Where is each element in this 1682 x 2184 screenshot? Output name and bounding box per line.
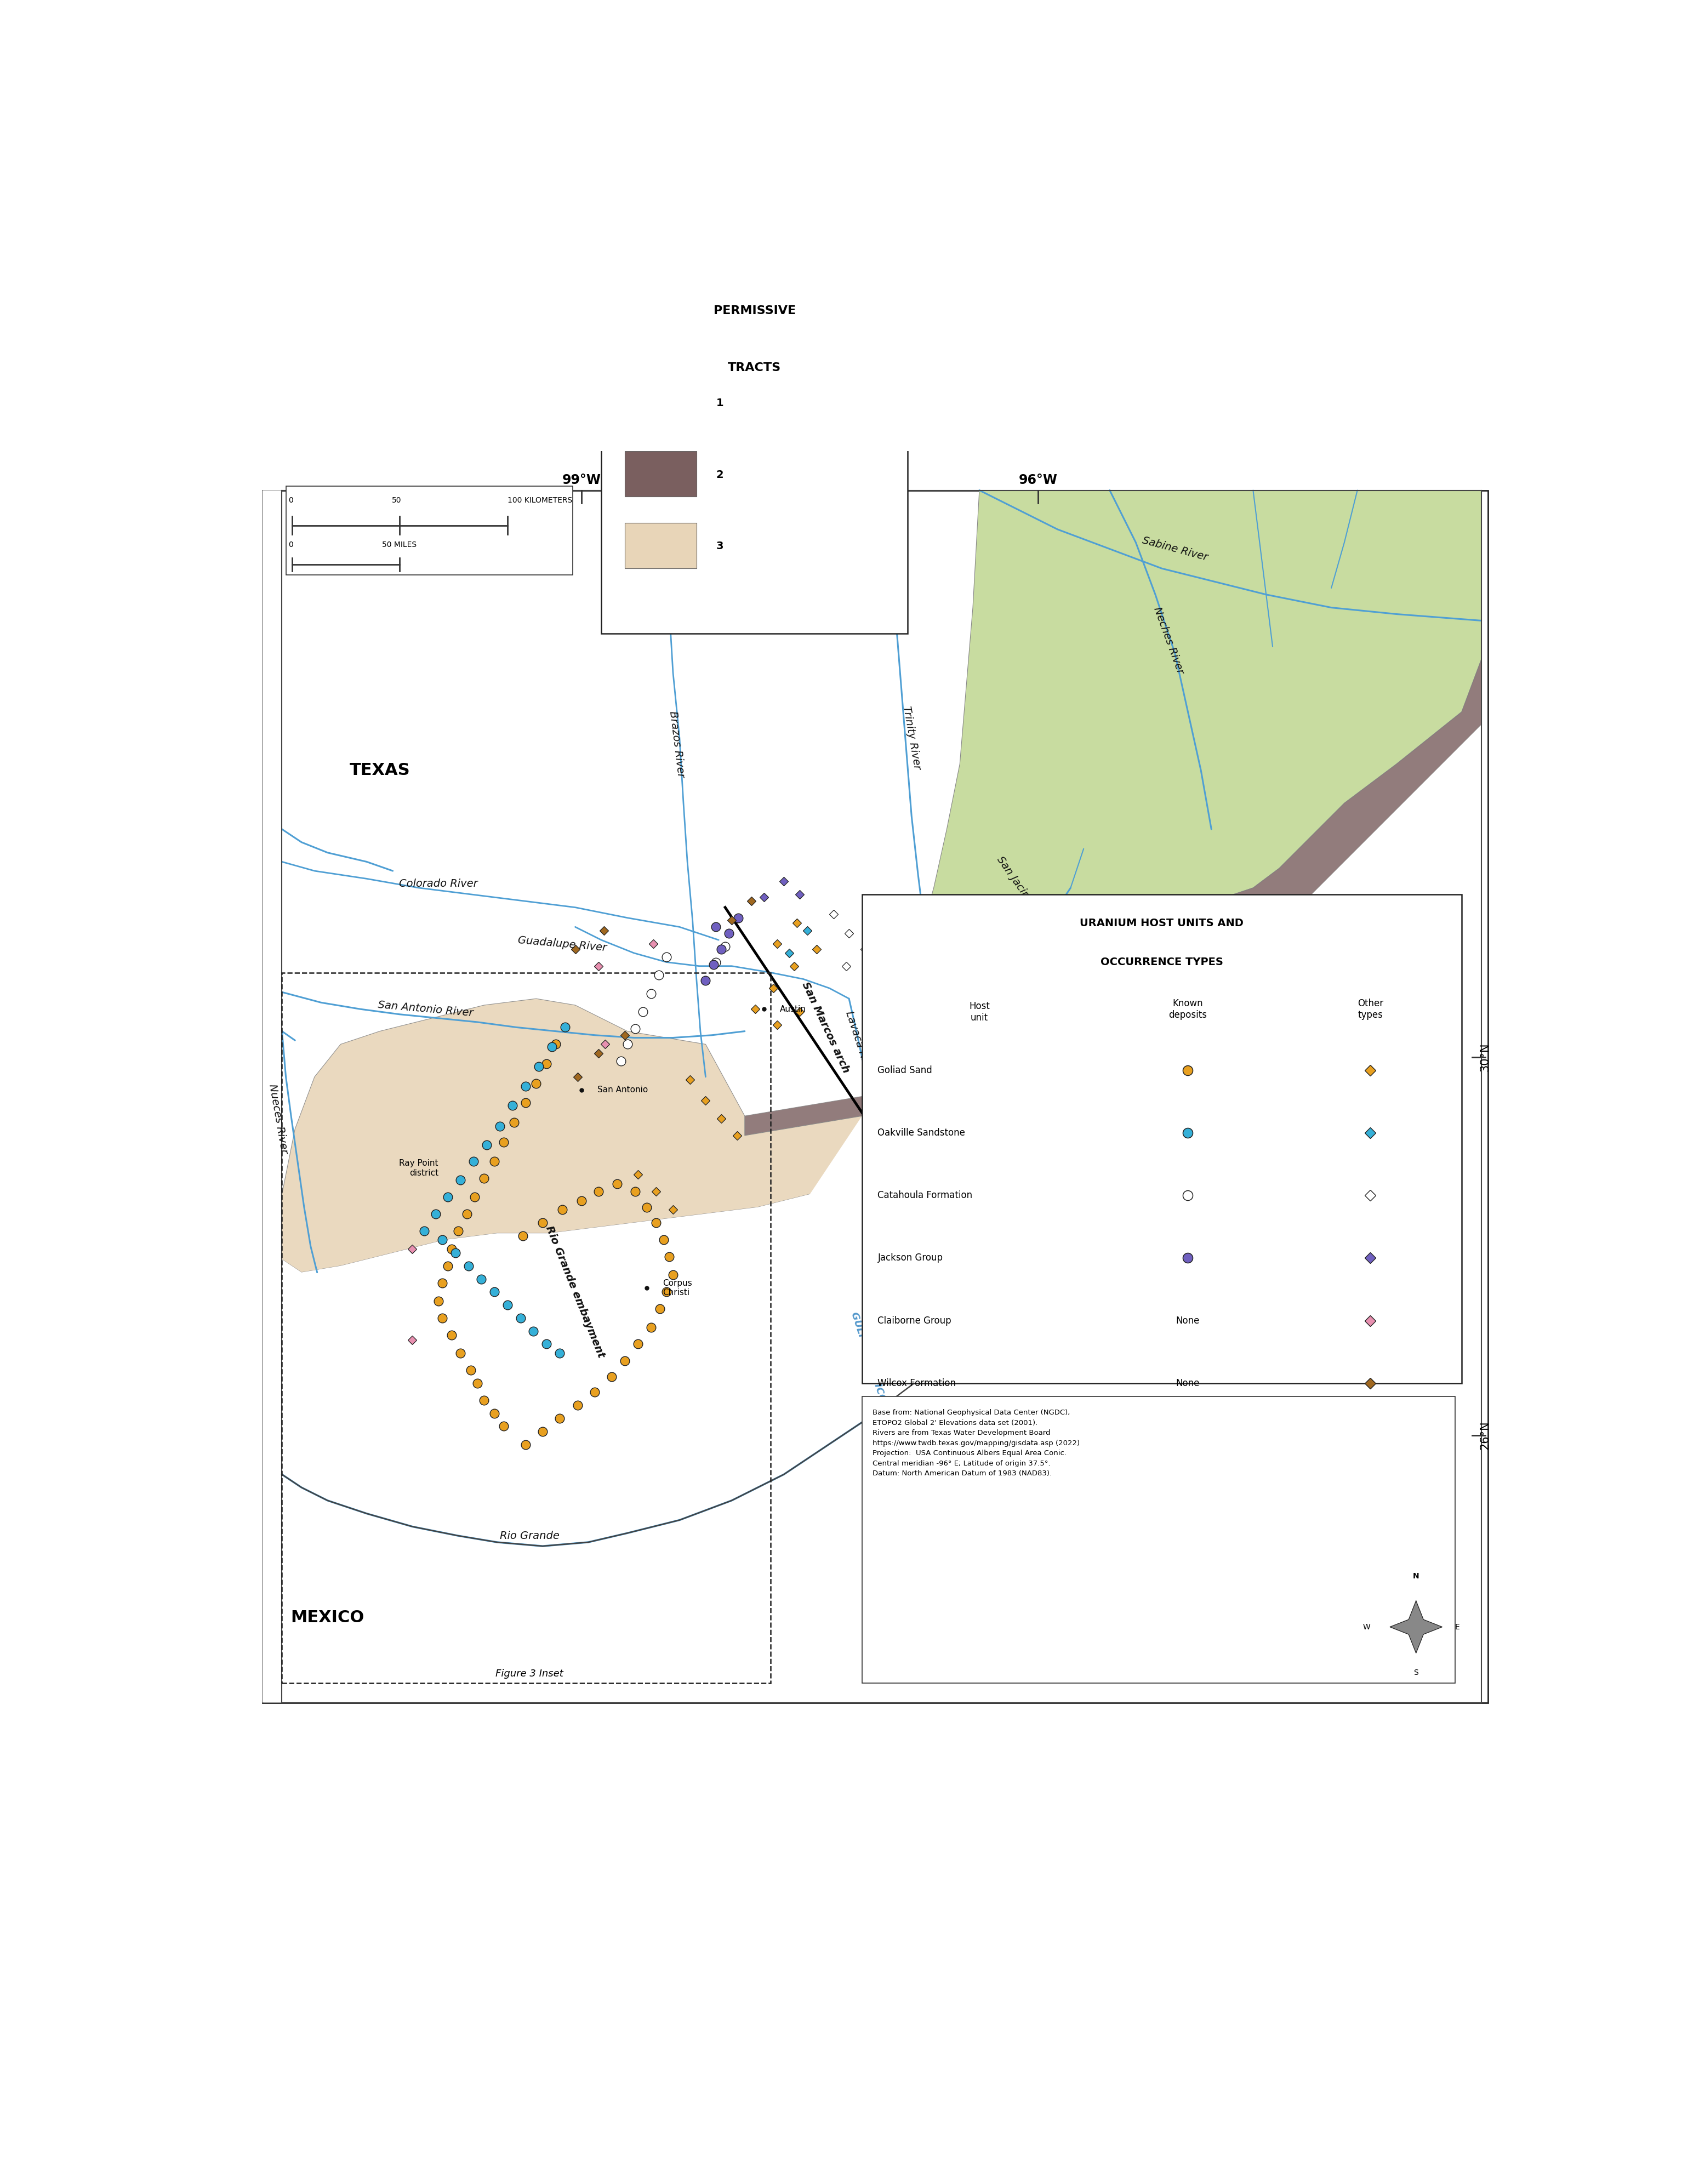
Text: Base from: National Geophysical Data Center (NGDC),
ETOPO2 Global 2' Elevations : Base from: National Geophysical Data Cen… (873, 1409, 1080, 1476)
Text: 3: 3 (717, 542, 723, 553)
Text: Houston embayment: Houston embayment (1161, 922, 1241, 1029)
Text: Goliad Sand: Goliad Sand (878, 1066, 932, 1075)
Text: TRACTS: TRACTS (728, 363, 780, 373)
Bar (624, 452, 696, 496)
Bar (283, 972, 770, 1684)
Text: Wilcox Formation: Wilcox Formation (878, 1378, 955, 1389)
Text: Rio Grande: Rio Grande (500, 1531, 560, 1542)
Text: San Marcos arch: San Marcos arch (801, 981, 851, 1075)
Text: Houston: Houston (1083, 1053, 1119, 1061)
Text: 2: 2 (717, 470, 723, 480)
Text: Figure 3 Inset: Figure 3 Inset (496, 1669, 563, 1679)
Text: OCCURRENCE TYPES: OCCURRENCE TYPES (1100, 957, 1223, 968)
Text: Host
unit: Host unit (969, 1000, 989, 1022)
Bar (624, 522, 696, 568)
Text: 50 MILES: 50 MILES (382, 542, 417, 548)
FancyBboxPatch shape (861, 1396, 1455, 1684)
Text: Trinity River: Trinity River (902, 705, 922, 771)
Text: San Antonio River: San Antonio River (377, 1000, 473, 1018)
Text: Other
types: Other types (1357, 998, 1383, 1020)
Text: MEXICO: MEXICO (291, 1610, 365, 1625)
Text: 100 KILOMETERS: 100 KILOMETERS (508, 496, 572, 505)
Text: Ray Point
district: Ray Point district (399, 1160, 439, 1177)
Text: Brazos River: Brazos River (668, 710, 686, 778)
Polygon shape (745, 660, 1482, 1136)
Text: Claiborne Group: Claiborne Group (878, 1315, 952, 1326)
Text: San Jacinto River: San Jacinto River (994, 854, 1055, 935)
FancyBboxPatch shape (861, 895, 1462, 1382)
Text: Oakville Sandstone: Oakville Sandstone (878, 1127, 965, 1138)
Text: PERMISSIVE: PERMISSIVE (713, 306, 796, 317)
Text: 50: 50 (392, 496, 402, 505)
Text: Nueces River: Nueces River (267, 1083, 289, 1153)
Text: Austin: Austin (780, 1005, 806, 1013)
Text: Jackson Group: Jackson Group (878, 1254, 944, 1262)
Text: 99°W: 99°W (562, 474, 600, 487)
Text: Colorado River: Colorado River (399, 878, 478, 889)
Text: Sabine River: Sabine River (1140, 535, 1209, 563)
Polygon shape (262, 489, 1482, 1704)
Text: URANIUM HOST UNITS AND: URANIUM HOST UNITS AND (1080, 917, 1243, 928)
Text: Known
deposits: Known deposits (1169, 998, 1208, 1020)
Text: Guadalupe River: Guadalupe River (518, 935, 607, 952)
FancyBboxPatch shape (286, 487, 572, 574)
Text: W: W (1362, 1623, 1371, 1631)
Text: 1: 1 (717, 397, 723, 408)
Text: 0: 0 (289, 496, 293, 505)
Text: 30°N: 30°N (1480, 1044, 1490, 1072)
Text: 26°N: 26°N (1480, 1422, 1490, 1450)
Text: Catahoula Formation: Catahoula Formation (878, 1190, 972, 1201)
Text: None: None (1176, 1315, 1199, 1326)
Polygon shape (1389, 1601, 1441, 1653)
Text: Neches River: Neches River (1152, 605, 1186, 675)
Text: Rio Grande embayment: Rio Grande embayment (543, 1225, 607, 1358)
Bar (624, 380, 696, 426)
Polygon shape (888, 489, 1482, 1057)
Text: GULF OF MEXICO: GULF OF MEXICO (849, 1310, 888, 1404)
Text: Corpus
Christi: Corpus Christi (663, 1280, 691, 1297)
Text: E: E (1455, 1623, 1460, 1631)
Text: Lavaca River: Lavaca River (844, 1009, 875, 1079)
Text: 96°W: 96°W (1019, 474, 1058, 487)
Text: San Antonio: San Antonio (597, 1085, 648, 1094)
Text: N: N (1413, 1572, 1420, 1579)
Text: 0: 0 (289, 542, 293, 548)
Text: TEXAS: TEXAS (350, 762, 410, 778)
Text: None: None (1176, 1378, 1199, 1389)
FancyBboxPatch shape (602, 282, 908, 633)
Text: S: S (1413, 1669, 1418, 1677)
Polygon shape (283, 725, 1482, 1273)
